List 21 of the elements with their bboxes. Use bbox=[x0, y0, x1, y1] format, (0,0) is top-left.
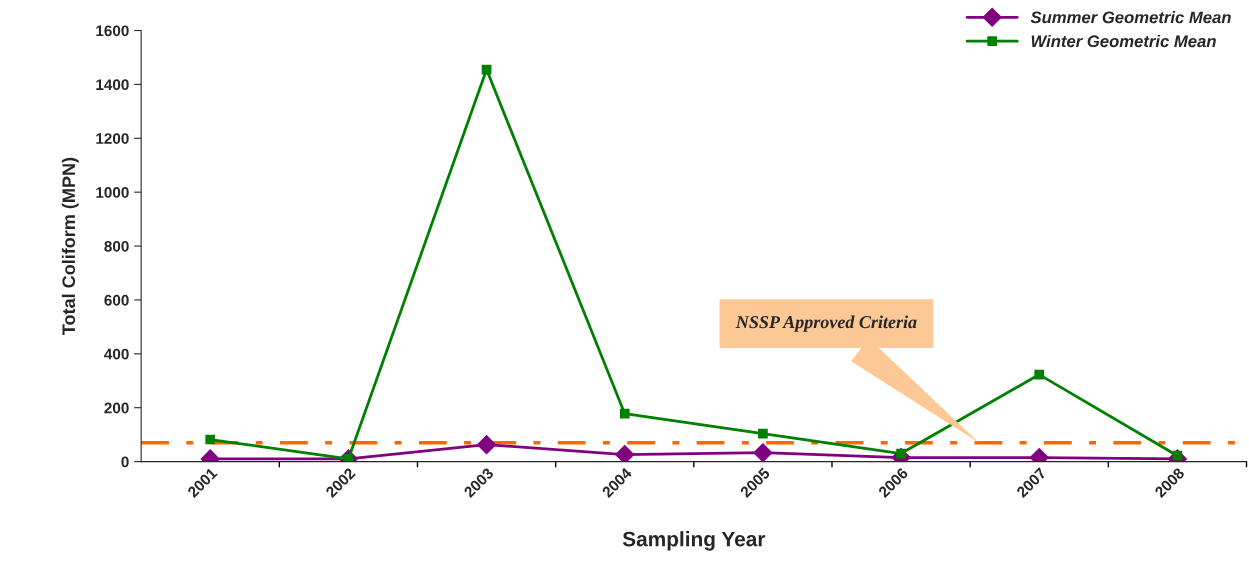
point bbox=[753, 442, 773, 462]
y-axis-title: Total Coliform (MPN) bbox=[61, 157, 79, 335]
y-tick-label: 200 bbox=[104, 402, 129, 414]
y-tick-label: 1200 bbox=[96, 133, 129, 144]
y-tick-label: 0 bbox=[121, 456, 129, 468]
point bbox=[614, 444, 635, 462]
y-tick-label: 800 bbox=[104, 240, 129, 252]
y-tick-label: 400 bbox=[104, 348, 129, 360]
point bbox=[619, 408, 630, 419]
legend-label: Summer Geometric Mean bbox=[1030, 11, 1231, 24]
x-axis-title: Sampling Year bbox=[622, 531, 766, 551]
y-tick-label: 1400 bbox=[96, 79, 129, 91]
legend-label: Winter Geometric Mean bbox=[1031, 34, 1216, 48]
point bbox=[758, 428, 768, 439]
y-tick-label: 600 bbox=[104, 294, 129, 306]
point bbox=[205, 434, 216, 445]
point bbox=[476, 434, 497, 455]
annotation: NSSP Approved Criteria bbox=[735, 315, 917, 332]
y-tick-label: 1600 bbox=[96, 25, 129, 37]
y-tick-label: 1000 bbox=[96, 187, 129, 198]
point bbox=[1034, 369, 1045, 380]
